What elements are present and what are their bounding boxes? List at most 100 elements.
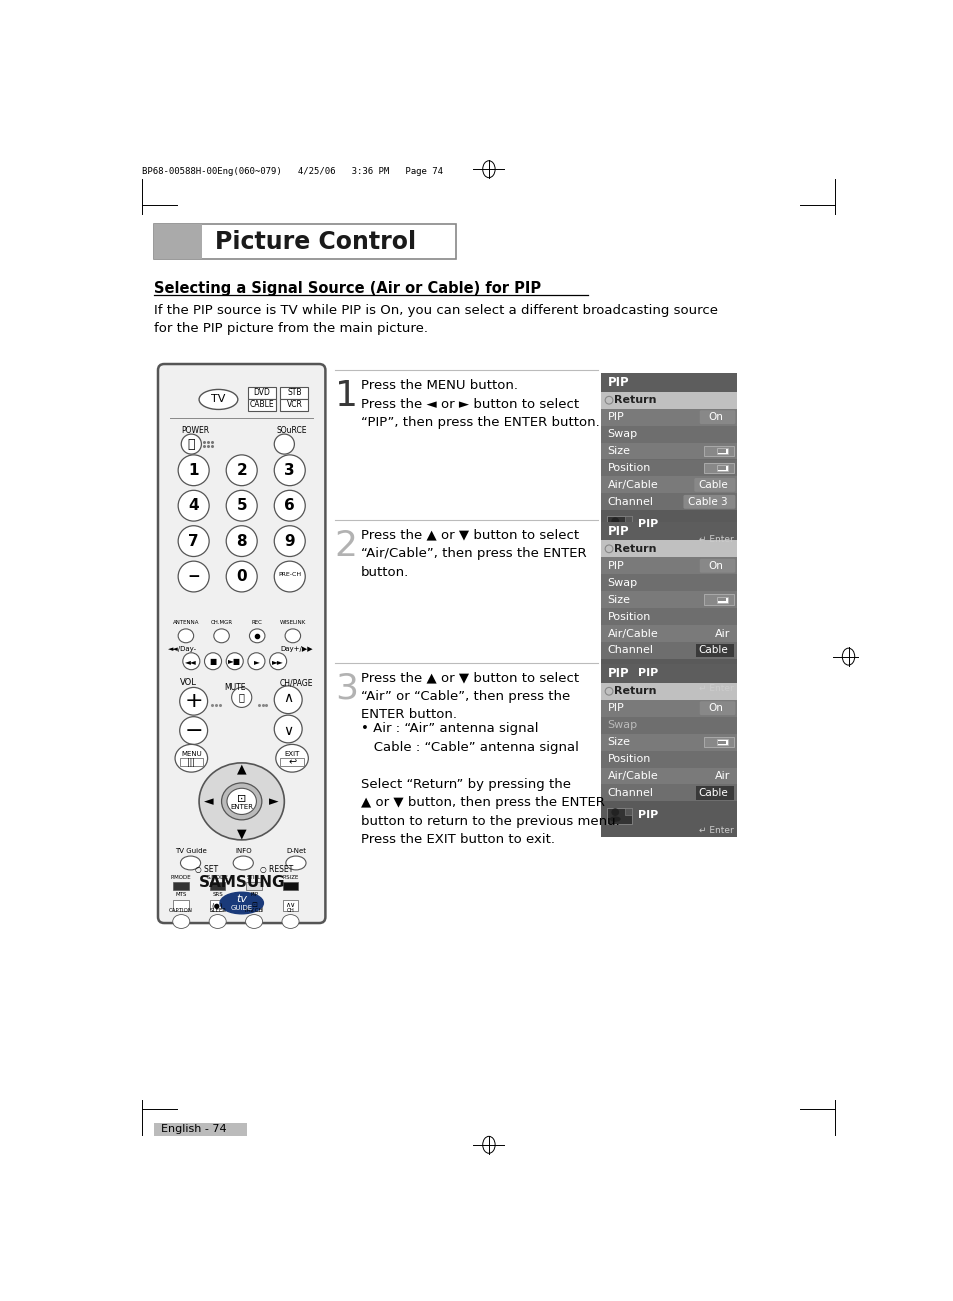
Bar — [600, 751, 736, 768]
Text: 9: 9 — [284, 533, 294, 549]
Text: Position: Position — [607, 611, 650, 622]
Text: GUIDE: GUIDE — [231, 904, 253, 911]
Ellipse shape — [227, 788, 256, 814]
Ellipse shape — [286, 856, 306, 870]
Text: SRS: SRS — [213, 892, 223, 898]
Ellipse shape — [226, 526, 257, 557]
Bar — [154, 224, 202, 259]
Bar — [600, 608, 736, 624]
Text: ⊡: ⊡ — [236, 794, 246, 804]
Ellipse shape — [609, 674, 620, 679]
Ellipse shape — [199, 762, 284, 840]
Text: Channel: Channel — [607, 645, 653, 656]
Ellipse shape — [209, 915, 226, 929]
Ellipse shape — [179, 687, 208, 716]
Text: CABLE: CABLE — [250, 401, 274, 410]
Text: PIP: PIP — [607, 667, 628, 680]
Ellipse shape — [181, 435, 201, 454]
Ellipse shape — [611, 518, 618, 524]
Bar — [246, 882, 261, 890]
Ellipse shape — [274, 526, 305, 557]
Ellipse shape — [274, 686, 302, 714]
Bar — [718, 449, 725, 453]
Ellipse shape — [221, 783, 261, 820]
Text: −: − — [184, 721, 203, 740]
Ellipse shape — [172, 915, 190, 929]
Bar — [600, 683, 736, 700]
Ellipse shape — [220, 892, 263, 913]
Bar — [280, 758, 303, 766]
Text: PRE-CH: PRE-CH — [278, 572, 301, 578]
Text: Air/Cable: Air/Cable — [607, 628, 658, 639]
Text: BP68-00588H-00Eng(060~079)   4/25/06   3:36 PM   Page 74: BP68-00588H-00Eng(060~079) 4/25/06 3:36 … — [142, 167, 443, 176]
Text: Cable: Cable — [698, 788, 728, 798]
Text: (●): (●) — [212, 902, 223, 908]
Ellipse shape — [274, 490, 305, 522]
Text: WISELINK: WISELINK — [279, 621, 306, 626]
Ellipse shape — [282, 915, 298, 929]
Ellipse shape — [233, 856, 253, 870]
Bar — [600, 522, 736, 695]
Bar — [280, 399, 308, 411]
Text: PIP: PIP — [607, 524, 628, 537]
Text: 6: 6 — [284, 498, 294, 513]
Text: Selecting a Signal Source (Air or Cable) for PIP: Selecting a Signal Source (Air or Cable)… — [154, 281, 540, 295]
Ellipse shape — [609, 817, 620, 822]
Text: Return: Return — [613, 396, 656, 405]
Ellipse shape — [204, 653, 221, 670]
Text: 4: 4 — [188, 498, 199, 513]
Text: P.SIZE: P.SIZE — [282, 874, 298, 879]
Text: TV: TV — [211, 394, 226, 405]
Text: STILL: STILL — [247, 874, 261, 879]
Ellipse shape — [178, 628, 193, 643]
Ellipse shape — [226, 490, 257, 522]
Bar — [600, 658, 736, 695]
Text: ►: ► — [269, 795, 279, 808]
Text: ▲: ▲ — [236, 762, 246, 775]
Text: MUTE: MUTE — [225, 683, 246, 692]
Text: PIP: PIP — [607, 412, 623, 422]
Bar — [600, 734, 736, 751]
Text: 2: 2 — [335, 528, 357, 563]
Text: Channel: Channel — [607, 788, 653, 798]
Text: Swap: Swap — [607, 721, 637, 730]
Text: S.MODE: S.MODE — [207, 874, 229, 879]
Ellipse shape — [274, 716, 302, 743]
Text: ○ RESET: ○ RESET — [259, 865, 293, 873]
Bar — [154, 224, 456, 259]
Bar — [600, 425, 736, 442]
Bar — [600, 700, 736, 717]
Bar — [703, 446, 733, 457]
Bar — [600, 493, 736, 510]
Text: Press the MENU button.
Press the ◄ or ► button to select
“PIP”, then press the E: Press the MENU button. Press the ◄ or ► … — [360, 380, 599, 429]
Text: If the PIP source is TV while PIP is On, you can select a different broadcasting: If the PIP source is TV while PIP is On,… — [154, 304, 718, 336]
Text: ⊡: ⊡ — [251, 903, 256, 908]
Text: ■: ■ — [209, 657, 216, 666]
Text: CH/PAGE: CH/PAGE — [279, 678, 313, 687]
Ellipse shape — [611, 666, 618, 674]
Text: ►■: ►■ — [228, 657, 241, 666]
Text: Cable: Cable — [698, 645, 728, 656]
Text: Air: Air — [715, 628, 730, 639]
Ellipse shape — [248, 653, 265, 670]
Bar — [703, 595, 733, 605]
Text: FAV.CH: FAV.CH — [245, 908, 263, 912]
Text: 7: 7 — [188, 533, 199, 549]
Text: VOL: VOL — [179, 678, 196, 687]
Text: PIP: PIP — [638, 667, 659, 678]
Text: CH: CH — [286, 908, 294, 912]
Text: Position: Position — [607, 755, 650, 764]
Text: +: + — [184, 691, 203, 712]
FancyBboxPatch shape — [694, 477, 735, 492]
Bar — [607, 808, 632, 825]
Text: ↵ Enter: ↵ Enter — [699, 535, 733, 544]
Bar — [280, 388, 308, 398]
Bar — [600, 574, 736, 591]
Text: ∧: ∧ — [283, 691, 293, 705]
Ellipse shape — [274, 561, 305, 592]
Bar — [607, 516, 632, 533]
Ellipse shape — [178, 455, 209, 485]
Text: Return: Return — [613, 544, 656, 554]
Text: SAMSUNG: SAMSUNG — [198, 874, 285, 890]
Text: Day+/▶▶: Day+/▶▶ — [280, 645, 313, 652]
